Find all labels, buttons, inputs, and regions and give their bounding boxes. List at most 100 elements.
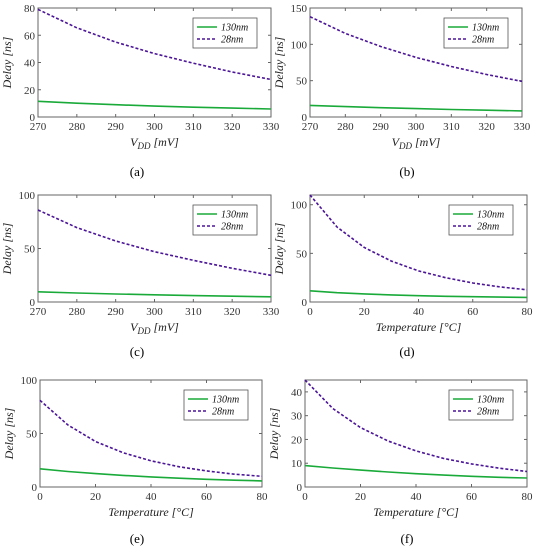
legend-label: 28nm [212, 407, 234, 418]
x-tick-label: 80 [522, 491, 534, 503]
y-axis-label: Delay [ns] [2, 407, 16, 460]
x-tick-label: 290 [107, 306, 124, 318]
x-tick-label: 320 [224, 121, 241, 133]
y-tick-label: 0 [32, 482, 38, 494]
y-tick-label: 50 [296, 248, 308, 260]
x-tick-label: 280 [337, 121, 354, 133]
x-axis-label-unit: [mV] [151, 135, 180, 149]
x-tick-label: 40 [413, 306, 425, 318]
x-tick-label: 0 [37, 491, 43, 503]
panel-label: (e) [130, 531, 144, 546]
y-tick-label: 100 [19, 190, 36, 202]
legend-box [183, 389, 249, 421]
y-tick-label: 100 [291, 200, 308, 212]
legend-label: 130nm [477, 210, 504, 221]
legend-label: 28nm [477, 407, 499, 418]
legend-label: 28nm [221, 35, 243, 46]
y-axis-label: Delay [ns] [0, 222, 14, 275]
x-tick-label: 0 [302, 491, 308, 503]
y-tick-label: 0 [297, 482, 303, 494]
x-tick-label: 60 [201, 491, 213, 503]
x-tick-label: 320 [224, 306, 241, 318]
x-axis-label-subscript: DD [137, 326, 151, 336]
y-tick-label: 0 [302, 297, 308, 309]
legend-label: 130nm [221, 210, 248, 221]
series-line-28nm [39, 399, 263, 478]
series-line-130nm [39, 468, 263, 482]
y-tick-label: 100 [21, 375, 38, 387]
series-line-130nm [309, 104, 523, 112]
panel-label: (d) [399, 344, 414, 359]
y-axis-label: Delay [ns] [272, 36, 286, 89]
x-tick-label: 320 [478, 121, 495, 133]
legend-label: 130nm [221, 23, 248, 34]
y-tick-label: 40 [291, 387, 303, 399]
legend-box [443, 17, 509, 49]
x-tick-label: 290 [107, 121, 124, 133]
x-axis-label: Temperature [°C] [373, 505, 459, 519]
series-line-28nm [309, 15, 523, 83]
y-tick-label: 0 [302, 112, 308, 124]
series-line-130nm [309, 290, 528, 299]
y-tick-label: 60 [24, 30, 36, 42]
legend-box [448, 389, 514, 421]
x-tick-label: 60 [467, 306, 479, 318]
y-axis-label: Delay [ns] [267, 407, 281, 460]
x-tick-label: 40 [411, 491, 423, 503]
x-axis-label: Temperature [°C] [376, 320, 462, 334]
y-tick-label: 50 [26, 429, 38, 441]
x-axis-label: Temperature [°C] [108, 505, 194, 519]
x-tick-label: 310 [185, 121, 202, 133]
series-line-130nm [304, 464, 528, 479]
panel-label: (f) [401, 531, 414, 546]
x-tick-label: 290 [372, 121, 389, 133]
y-tick-label: 20 [24, 85, 36, 97]
panel-label: (a) [130, 164, 144, 179]
y-axis-label: Delay [ns] [0, 36, 14, 89]
x-tick-label: 330 [514, 121, 531, 133]
series-line-28nm [304, 379, 528, 473]
x-tick-label: 40 [146, 491, 158, 503]
x-tick-label: 280 [69, 306, 86, 318]
series-line-130nm [37, 100, 272, 110]
x-tick-label: 310 [443, 121, 460, 133]
x-axis-label: VDD [mV] [130, 320, 179, 336]
x-axis-label-main: Temperature [°C] [108, 505, 194, 519]
y-tick-label: 50 [24, 244, 36, 256]
x-tick-label: 80 [522, 306, 534, 318]
legend-label: 28nm [477, 222, 499, 233]
x-tick-label: 280 [69, 121, 86, 133]
y-tick-label: 0 [30, 112, 36, 124]
x-axis-label: VDD [mV] [392, 135, 441, 151]
x-tick-label: 270 [30, 121, 47, 133]
legend-box [192, 17, 258, 49]
legend-box [448, 204, 514, 236]
x-tick-label: 60 [466, 491, 478, 503]
y-axis-label: Delay [ns] [272, 222, 286, 275]
x-axis-label-main: Temperature [°C] [376, 320, 462, 334]
x-tick-label: 270 [30, 306, 47, 318]
x-axis-label-unit: [mV] [412, 135, 441, 149]
x-tick-label: 330 [263, 306, 280, 318]
y-tick-label: 40 [24, 58, 36, 70]
y-tick-label: 80 [24, 3, 36, 15]
x-axis-label: VDD [mV] [130, 135, 179, 151]
x-tick-label: 20 [359, 306, 371, 318]
x-tick-label: 20 [90, 491, 102, 503]
y-tick-label: 20 [291, 434, 303, 446]
y-tick-label: 10 [291, 458, 303, 470]
y-tick-label: 150 [291, 3, 308, 15]
y-tick-label: 50 [296, 76, 308, 88]
x-tick-label: 20 [355, 491, 367, 503]
series-line-28nm [37, 8, 272, 81]
